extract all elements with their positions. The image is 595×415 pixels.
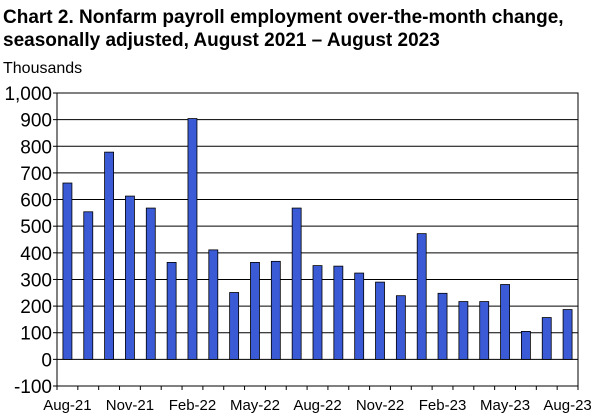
bar-oct-22 xyxy=(354,272,365,360)
bar-may-22 xyxy=(250,262,260,360)
bar-sep-22 xyxy=(333,265,344,360)
bar-aug-23 xyxy=(562,309,573,360)
bar-sep-21 xyxy=(83,211,94,360)
bar-oct-21 xyxy=(104,151,114,360)
bar-feb-22 xyxy=(187,118,198,360)
bar-apr-22 xyxy=(229,292,240,360)
x-tick-label: Aug-22 xyxy=(293,397,341,414)
bar-may-23 xyxy=(500,284,510,360)
x-tick-label: Feb-23 xyxy=(419,397,467,414)
bar-apr-23 xyxy=(479,301,490,360)
bar-jun-23 xyxy=(521,330,531,360)
units-label: Thousands xyxy=(3,60,83,77)
x-tick-label: Aug-23 xyxy=(543,397,591,414)
plot-frame xyxy=(56,92,579,387)
x-tick-label: Feb-22 xyxy=(169,397,217,414)
bar-aug-22 xyxy=(312,265,323,360)
bar-jun-22 xyxy=(270,260,281,360)
bar-feb-23 xyxy=(437,292,448,360)
y-tick-label: 700 xyxy=(20,164,52,185)
bar-aug-21 xyxy=(62,182,73,360)
bar-jul-23 xyxy=(541,317,552,360)
y-tick-label: -100 xyxy=(14,377,52,398)
chart-title: Chart 2. Nonfarm payroll employment over… xyxy=(3,7,564,51)
y-tick-label: 900 xyxy=(20,111,52,132)
y-tick-label: 0 xyxy=(41,350,52,371)
y-tick-label: 1,000 xyxy=(4,84,52,105)
bar-nov-21 xyxy=(125,195,135,360)
x-tick-label: May-22 xyxy=(230,397,280,414)
y-tick-label: 100 xyxy=(20,324,52,345)
bar-dec-22 xyxy=(395,295,406,360)
y-tick-label: 200 xyxy=(20,297,52,318)
y-tick-label: 600 xyxy=(20,191,52,212)
x-tick-label: May-23 xyxy=(480,397,530,414)
x-tick-label: Nov-21 xyxy=(106,397,154,414)
bar-nov-22 xyxy=(375,281,385,360)
y-tick-label: 500 xyxy=(20,217,52,238)
bar-jul-22 xyxy=(291,207,302,360)
x-tick-label: Aug-21 xyxy=(43,397,91,414)
bar-mar-23 xyxy=(458,301,469,360)
bar-jan-23 xyxy=(416,233,427,360)
bar-mar-22 xyxy=(208,249,219,360)
y-tick-label: 400 xyxy=(20,244,52,265)
y-tick-label: 300 xyxy=(20,270,52,291)
x-tick-label: Nov-22 xyxy=(356,397,404,414)
bar-jan-22 xyxy=(166,262,177,360)
bar-dec-21 xyxy=(145,207,156,360)
y-tick-label: 800 xyxy=(20,137,52,158)
